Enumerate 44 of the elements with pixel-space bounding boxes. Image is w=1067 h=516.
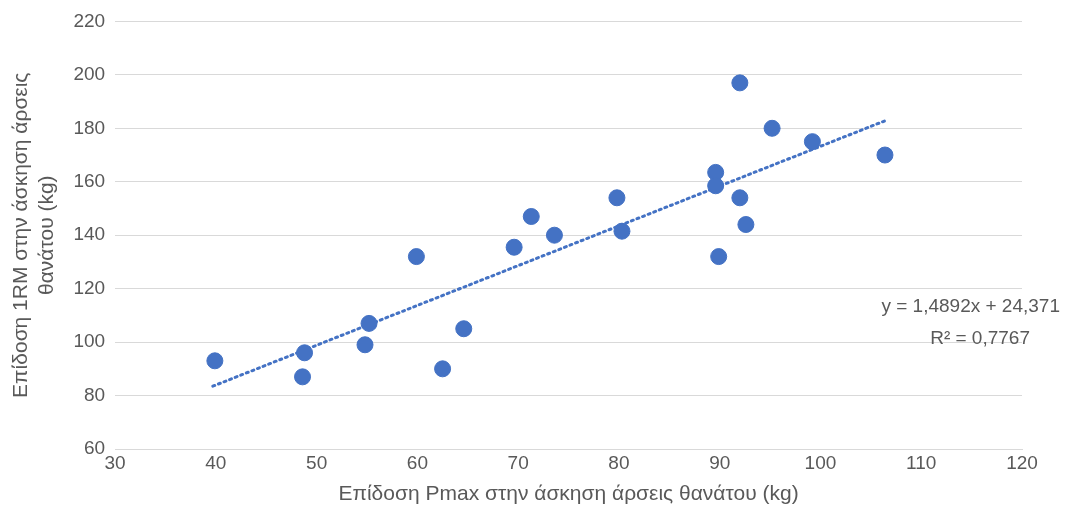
y-tick-label: 60: [83, 437, 106, 459]
point: [522, 207, 540, 225]
y-tick-label: 200: [73, 63, 106, 85]
y-tick-label: 120: [73, 276, 106, 298]
x-tick-label: 50: [306, 451, 328, 473]
y-tick-label: 140: [73, 223, 106, 245]
x-tick-label: 100: [804, 451, 837, 473]
x-tick-label: 60: [406, 451, 428, 473]
point: [434, 360, 452, 378]
point: [608, 189, 626, 207]
y-tick-label: 100: [73, 330, 106, 352]
point: [803, 133, 821, 151]
x-tick-label: 120: [1006, 451, 1038, 473]
point: [731, 189, 749, 207]
y-tick-label: 220: [73, 9, 106, 31]
y-tick-label: 80: [83, 383, 106, 405]
annotation: R² = 0,7767: [930, 326, 1030, 348]
point: [296, 344, 314, 362]
y-tick-label: 180: [73, 116, 106, 138]
point: [707, 177, 725, 195]
y-axis-title: Επίδοση 1RM στην άσκηση άρσεις θανάτου (kg): [8, 72, 57, 398]
x-tick-label: 30: [104, 451, 126, 473]
x-tick-label: 70: [507, 451, 529, 473]
point: [407, 248, 425, 266]
annotation: y = 1,4892x + 24,371: [881, 294, 1060, 316]
x-tick-label: 90: [709, 451, 731, 473]
point: [737, 216, 755, 234]
point: [294, 368, 312, 386]
x-tick-label: 40: [205, 451, 227, 473]
point: [360, 314, 378, 332]
point: [710, 248, 728, 266]
x-axis-title: Επίδοση Pmax στην άσκηση άρσεις θανάτου (kg): [338, 481, 799, 505]
point: [356, 336, 374, 354]
point: [763, 119, 781, 137]
x-tick-label: 110: [906, 451, 937, 473]
point: [206, 352, 224, 370]
point: [613, 222, 631, 240]
point: [505, 238, 523, 256]
point: [545, 226, 563, 244]
point: [876, 146, 894, 164]
point: [455, 320, 473, 338]
x-tick-label: 80: [608, 451, 630, 473]
y-tick-label: 160: [73, 169, 106, 191]
point: [731, 74, 749, 92]
